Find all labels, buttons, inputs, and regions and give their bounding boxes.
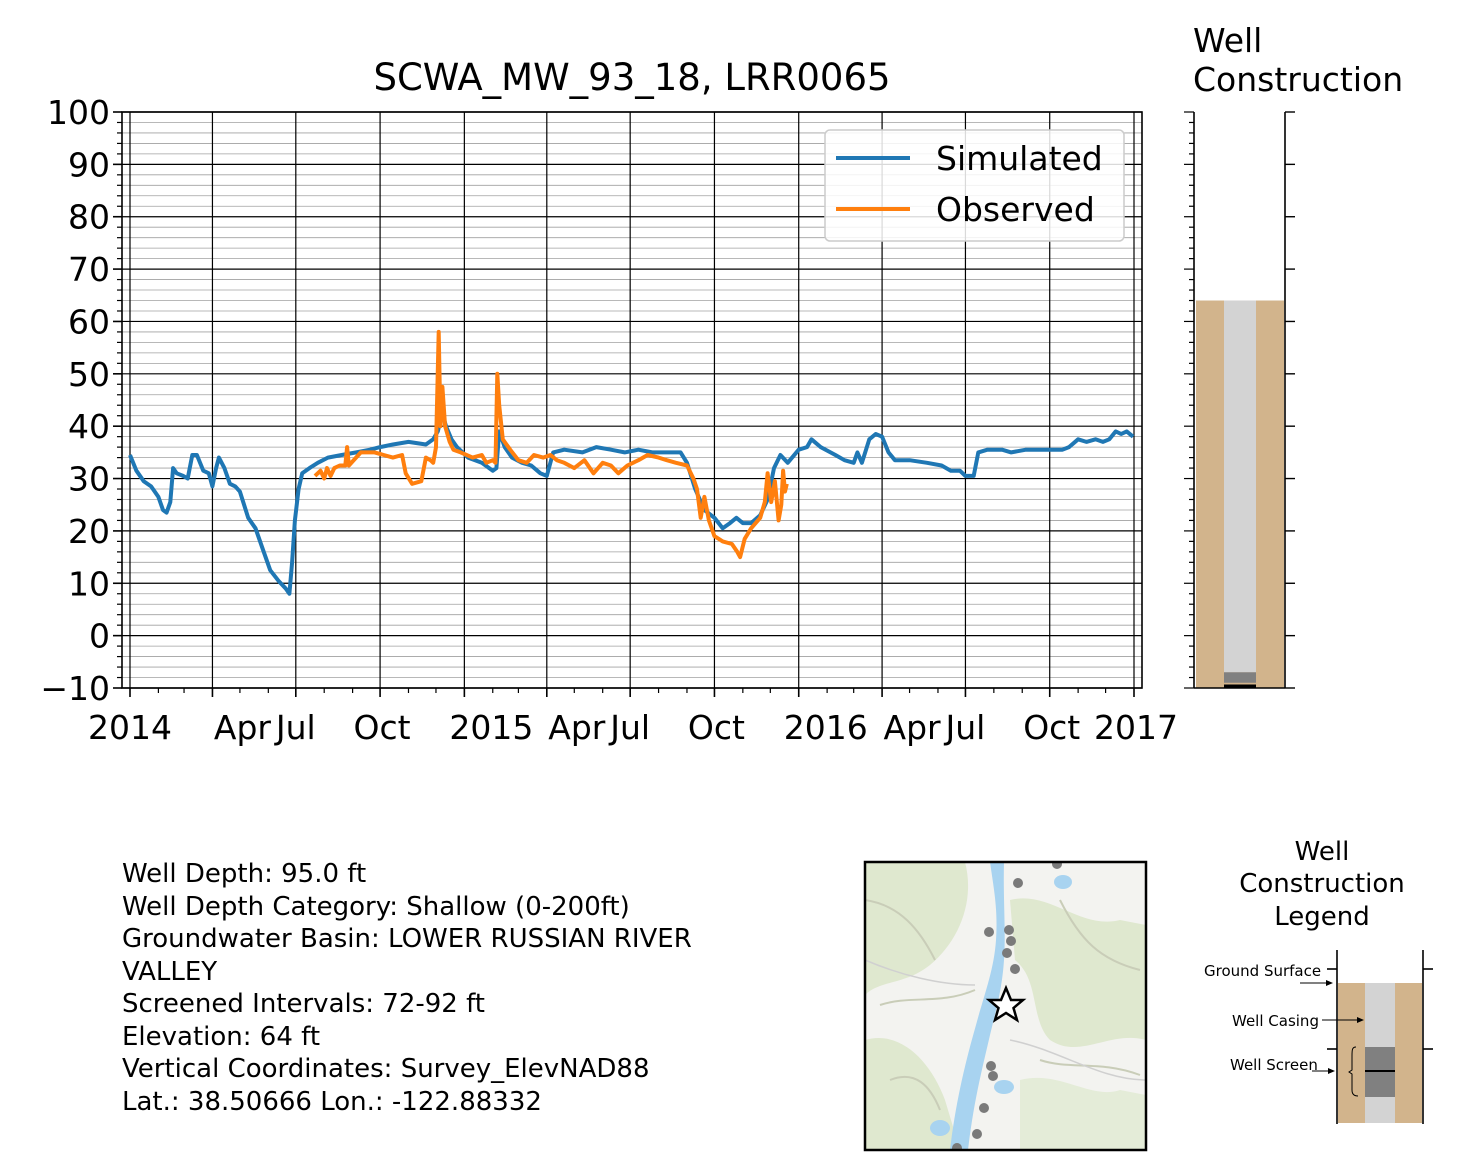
map-well-point: [979, 1103, 989, 1113]
lat-lon: Lat.: 38.50666 Lon.: -122.88332: [122, 1086, 542, 1117]
well-axis-ticks: [1184, 111, 1295, 689]
map-well-point: [1002, 948, 1012, 958]
map-vegetation-southeast: [1020, 1077, 1146, 1150]
y-tick-label: 100: [47, 93, 110, 132]
chart-title: SCWA_MW_93_18, LRR0065: [373, 56, 890, 99]
x-tick-label: Oct: [1023, 708, 1080, 747]
x-tick-label: 2015: [449, 708, 533, 747]
well-construction-panel: Well Construction: [1184, 21, 1403, 689]
legend-well-casing-label: Well Casing: [1232, 1012, 1319, 1030]
legend-panel-title-line3: Legend: [1274, 902, 1370, 932]
map-well-point: [986, 1061, 996, 1071]
map-well-points: [952, 862, 1062, 1150]
x-axis: 2014 Apr Jul Oct 2015 Apr Jul Oct 2016 Apr Jul Oct 2…: [88, 688, 1178, 747]
y-tick-label: 20: [68, 512, 110, 551]
map-roads: [865, 959, 1146, 1081]
map-contour-lines: [865, 899, 1141, 1111]
star-icon: [985, 984, 1027, 1023]
x-tick-label: 2016: [784, 708, 868, 747]
arrow-head-icon: [1328, 1068, 1335, 1074]
series-line-observed: [313, 329, 789, 560]
legend-label-simulated: Simulated: [936, 139, 1103, 178]
map-pond-southwest: [930, 1120, 950, 1136]
y-tick-label: 40: [68, 407, 110, 446]
groundwater-basin: Groundwater Basin: LOWER RUSSIAN RIVER V…: [122, 924, 692, 987]
legend-screen-brace: [1348, 1046, 1359, 1097]
map-well-point: [1004, 925, 1014, 935]
location-map: [863, 860, 1148, 1152]
arrow-head-icon: [1357, 1017, 1364, 1023]
x-tick-label: Oct: [688, 708, 745, 747]
series-line-simulated: [128, 411, 1135, 596]
map-river: [950, 862, 1005, 1150]
map-vegetation-northwest: [865, 862, 969, 995]
legend-panel-title-line2: Construction: [1239, 869, 1405, 899]
well-panel-title-line1: Well: [1193, 21, 1262, 60]
y-tick-label: 50: [68, 355, 110, 394]
x-tick-label: Apr: [548, 708, 606, 747]
map-well-point: [952, 1143, 962, 1150]
screened-intervals: Screened Intervals: 72-92 ft: [122, 989, 485, 1019]
map-well-point: [988, 1071, 998, 1081]
y-tick-label: 10: [68, 564, 110, 603]
x-tick-label: Jul: [274, 708, 316, 747]
y-axis: −10 0 10 20 30 40 50 60 70 80 90 100: [40, 93, 122, 708]
x-tick-label: 2014: [88, 708, 172, 747]
x-tick-label: Apr: [884, 708, 942, 747]
x-tick-label: Jul: [608, 708, 650, 747]
x-tick-label: 2017: [1094, 708, 1178, 747]
y-tick-label: 70: [68, 250, 110, 289]
legend-ground-surface-label: Ground Surface: [1204, 962, 1321, 980]
y-tick-label: 90: [68, 145, 110, 184]
vertical-coordinates: Vertical Coordinates: Survey_ElevNAD88: [122, 1054, 650, 1084]
map-well-point: [1052, 862, 1062, 869]
map-vegetation-east: [1010, 898, 1146, 1048]
y-tick-label: 60: [68, 302, 110, 341]
x-tick-label: Jul: [944, 708, 986, 747]
map-well-point: [1010, 964, 1020, 974]
y-tick-label: 30: [68, 460, 110, 499]
map-well-point: [1013, 878, 1023, 888]
well-info-block: Well Depth: 95.0 ft Well Depth Category:…: [122, 858, 782, 1118]
well-casing: [1224, 300, 1256, 673]
x-tick-label: Oct: [354, 708, 411, 747]
series-layer: [128, 329, 1135, 596]
map-pond-south: [994, 1080, 1014, 1094]
y-tick-label: 0: [89, 617, 110, 656]
elevation: Elevation: 64 ft: [122, 1021, 321, 1052]
map-well-point: [972, 1129, 982, 1139]
map-well-point: [984, 927, 994, 937]
map-pond-north: [1054, 875, 1072, 889]
arrow-head-icon: [1326, 980, 1333, 986]
y-tick-label: 80: [68, 198, 110, 237]
legend-well-screen-label: Well Screen: [1230, 1056, 1318, 1074]
y-tick-label: −10: [40, 669, 110, 708]
legend: Simulated Observed: [824, 129, 1125, 242]
legend-label-observed: Observed: [936, 190, 1095, 229]
well-panel-title-line2: Construction: [1193, 60, 1403, 99]
x-tick-label: Apr: [214, 708, 272, 747]
well-depth-category: Well Depth Category: Shallow (0-200ft): [122, 891, 630, 922]
map-frame: [863, 860, 1148, 1152]
plot-frame: [121, 111, 1143, 689]
legend-panel-title-line1: Well: [1295, 837, 1350, 867]
well-construction-legend: Well Construction Legend Ground Surface …: [1204, 837, 1433, 1124]
well-screen: [1224, 672, 1256, 683]
well-depth: Well Depth: 95.0 ft: [122, 859, 367, 889]
map-well-point: [1006, 936, 1016, 946]
